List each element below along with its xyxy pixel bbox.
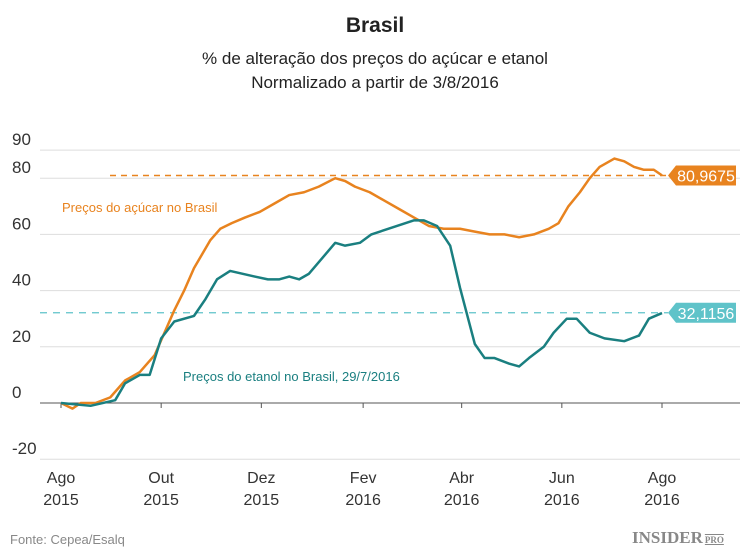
x-tick-label-year: 2015 bbox=[244, 492, 280, 509]
y-tick-label: 90 bbox=[12, 130, 31, 149]
x-tick-label: Out bbox=[148, 470, 174, 487]
ethanol-line bbox=[60, 219, 663, 408]
chart-title: Brasil bbox=[345, 14, 405, 37]
x-tick-label: Ago bbox=[648, 470, 677, 487]
x-tick-label-year: 2016 bbox=[644, 492, 680, 509]
sugar-value-tag-label: 80,9675 bbox=[677, 168, 735, 185]
ethanol-series-label: Preços do etanol no Brasil, 29/7/2016 bbox=[183, 369, 400, 384]
logo-suffix: PRO bbox=[704, 535, 724, 545]
y-tick-label: 40 bbox=[12, 271, 31, 290]
x-tick-label-year: 2015 bbox=[43, 492, 79, 509]
insider-pro-logo: INSIDER PRO bbox=[632, 528, 724, 548]
x-tick-label-year: 2015 bbox=[143, 492, 179, 509]
chart-subtitle: % de alteração dos preços do açúcar e et… bbox=[202, 49, 548, 68]
source-note: Fonte: Cepea/Esalq bbox=[10, 532, 125, 547]
x-tick-label-year: 2016 bbox=[544, 492, 580, 509]
ethanol-value-tag-label: 32,1156 bbox=[678, 306, 735, 323]
x-tick-label-year: 2016 bbox=[444, 492, 480, 509]
chart-subtitle-2: Normalizado a partir de 3/8/2016 bbox=[251, 73, 499, 92]
sugar-value-tag bbox=[668, 165, 736, 186]
ethanol-value-tag bbox=[668, 302, 736, 323]
logo-text: INSIDER bbox=[632, 528, 703, 547]
y-tick-label: -20 bbox=[12, 439, 37, 458]
y-tick-label: 0 bbox=[12, 383, 21, 402]
sugar-series-label: Preços do açúcar no Brasil bbox=[62, 200, 217, 215]
y-tick-label: 20 bbox=[12, 327, 31, 346]
x-tick-label: Jun bbox=[549, 470, 575, 487]
y-tick-label: 80 bbox=[12, 158, 31, 177]
x-tick-label: Abr bbox=[449, 470, 475, 487]
x-tick-label: Ago bbox=[47, 470, 76, 487]
x-tick-label: Fev bbox=[350, 470, 377, 487]
x-tick-label-year: 2016 bbox=[345, 492, 381, 509]
x-tick-label: Dez bbox=[247, 470, 275, 487]
y-tick-label: 60 bbox=[12, 214, 31, 233]
